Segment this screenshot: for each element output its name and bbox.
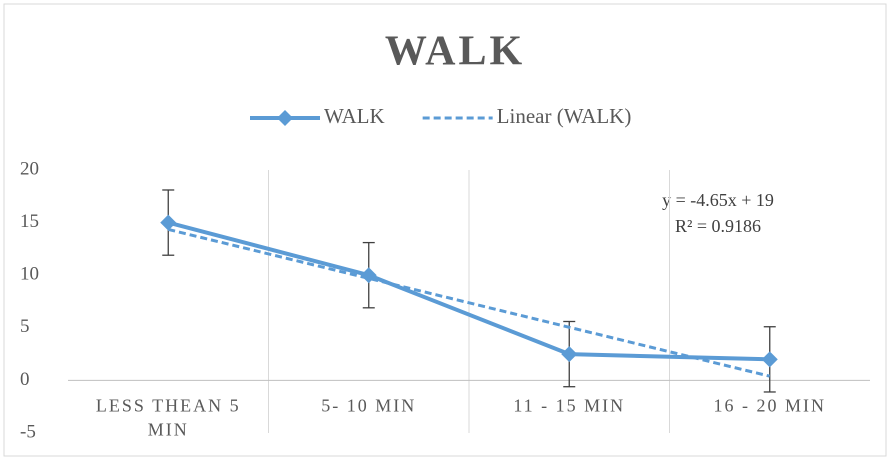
- x-tick-label: 5- 10 MIN: [321, 396, 416, 416]
- x-tick-label: 11 - 15 MIN: [513, 396, 625, 416]
- y-tick-label: 20: [20, 158, 39, 179]
- legend-label: WALK: [324, 104, 385, 128]
- y-tick-label: 10: [20, 264, 39, 285]
- x-tick-label: 16 - 20 MIN: [714, 396, 827, 416]
- y-tick-label: -5: [20, 421, 36, 442]
- x-tick-label: LESS THEAN 5 MIN: [96, 396, 241, 440]
- marker: [160, 214, 177, 231]
- trend-equation: y = -4.65x + 19: [662, 190, 774, 210]
- trend-r2: R² = 0.9186: [675, 216, 761, 236]
- trend-line: [167, 227, 771, 378]
- series-line: [167, 220, 770, 362]
- y-tick-label: 5: [20, 316, 30, 337]
- legend-marker: [277, 110, 293, 126]
- chart-title: WALK: [385, 29, 525, 75]
- marker: [561, 346, 578, 363]
- marker: [761, 351, 778, 368]
- y-tick-label: 0: [20, 369, 30, 390]
- y-tick-label: 15: [20, 211, 39, 232]
- legend-label: Linear (WALK): [497, 104, 632, 128]
